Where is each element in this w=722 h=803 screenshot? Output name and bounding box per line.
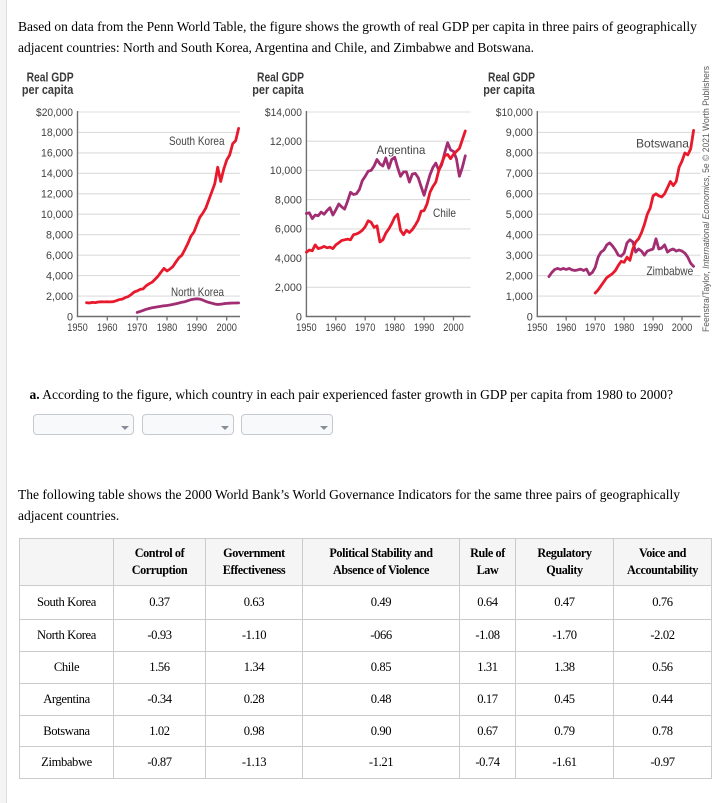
svg-text:6,000: 6,000 — [46, 250, 73, 262]
svg-text:1990: 1990 — [414, 322, 435, 334]
svg-text:1980: 1980 — [157, 322, 178, 334]
svg-text:1970: 1970 — [585, 322, 606, 334]
svg-text:16,000: 16,000 — [41, 148, 73, 160]
svg-text:Chile: Chile — [433, 206, 456, 220]
svg-text:Real GDP: Real GDP — [27, 70, 74, 85]
svg-text:4,000: 4,000 — [275, 253, 302, 265]
svg-text:1990: 1990 — [643, 322, 664, 334]
svg-text:1950: 1950 — [67, 322, 88, 334]
svg-text:Real GDP: Real GDP — [257, 70, 304, 85]
svg-text:1960: 1960 — [97, 322, 118, 334]
svg-text:8,000: 8,000 — [275, 194, 302, 206]
svg-text:per capita: per capita — [22, 82, 74, 97]
svg-text:2000: 2000 — [672, 322, 693, 334]
svg-text:1990: 1990 — [187, 322, 208, 334]
svg-text:$20,000: $20,000 — [36, 107, 73, 119]
svg-text:Botswana: Botswana — [636, 136, 689, 150]
svg-text:2000: 2000 — [443, 322, 464, 334]
svg-text:14,000: 14,000 — [41, 168, 73, 180]
svg-text:2,000: 2,000 — [46, 291, 73, 303]
svg-text:4,000: 4,000 — [506, 230, 533, 242]
svg-text:18,000: 18,000 — [41, 127, 73, 139]
svg-text:2,000: 2,000 — [275, 282, 302, 294]
svg-text:Real GDP: Real GDP — [488, 70, 535, 85]
svg-text:6,000: 6,000 — [506, 189, 533, 201]
svg-text:1960: 1960 — [326, 322, 347, 334]
svg-text:3,000: 3,000 — [506, 250, 533, 262]
svg-text:Feenstra/Taylor, International: Feenstra/Taylor, International Economics… — [701, 66, 711, 332]
svg-text:12,000: 12,000 — [270, 136, 302, 148]
svg-text:1970: 1970 — [355, 322, 376, 334]
svg-text:10,000: 10,000 — [41, 209, 73, 221]
svg-text:1980: 1980 — [384, 322, 405, 334]
svg-text:0: 0 — [527, 311, 533, 323]
svg-text:South Korea: South Korea — [169, 134, 225, 148]
svg-text:10,000: 10,000 — [270, 165, 302, 177]
svg-text:Zimbabwe: Zimbabwe — [647, 264, 694, 278]
svg-text:0: 0 — [296, 311, 302, 323]
svg-text:1980: 1980 — [614, 322, 635, 334]
svg-text:2,000: 2,000 — [506, 270, 533, 282]
svg-text:4,000: 4,000 — [46, 270, 73, 282]
svg-text:$14,000: $14,000 — [265, 107, 302, 119]
svg-text:8,000: 8,000 — [506, 148, 533, 160]
svg-text:per capita: per capita — [483, 82, 535, 97]
svg-text:1950: 1950 — [527, 322, 548, 334]
svg-text:1950: 1950 — [296, 322, 317, 334]
svg-text:Argentina: Argentina — [377, 143, 426, 157]
svg-text:7,000: 7,000 — [506, 168, 533, 180]
svg-text:1970: 1970 — [127, 322, 148, 334]
svg-text:North Korea: North Korea — [171, 285, 224, 299]
svg-text:$10,000: $10,000 — [496, 107, 533, 119]
svg-text:1,000: 1,000 — [506, 291, 533, 303]
svg-text:12,000: 12,000 — [41, 189, 73, 201]
svg-text:per capita: per capita — [252, 82, 304, 97]
svg-text:0: 0 — [67, 311, 73, 323]
svg-text:5,000: 5,000 — [506, 209, 533, 221]
svg-text:8,000: 8,000 — [46, 230, 73, 242]
svg-text:9,000: 9,000 — [506, 127, 533, 139]
svg-text:2000: 2000 — [216, 322, 237, 334]
svg-text:6,000: 6,000 — [275, 224, 302, 236]
svg-text:1960: 1960 — [556, 322, 577, 334]
